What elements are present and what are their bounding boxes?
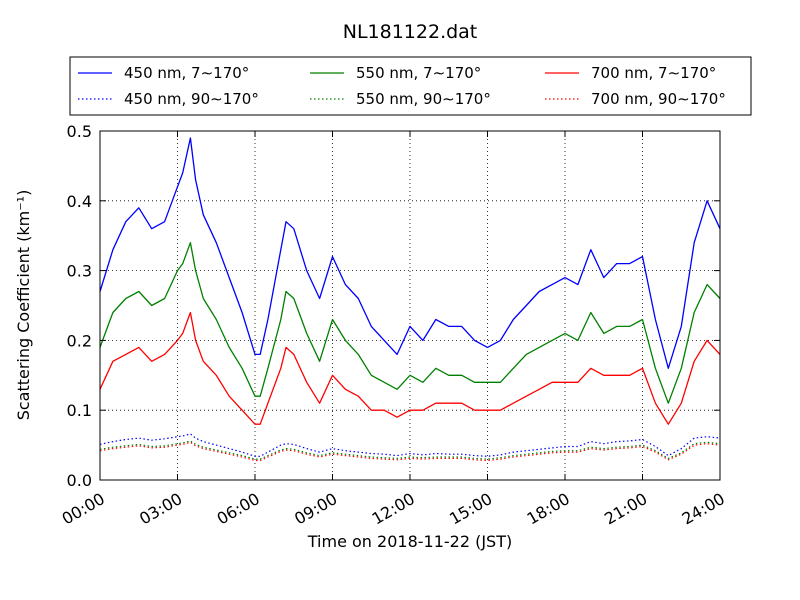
series-line-2 (99, 242, 721, 404)
series-line-4 (99, 311, 721, 425)
grid-lines (100, 131, 720, 480)
x-tick-label: 12:00 (369, 489, 418, 529)
legend-frame (69, 56, 752, 116)
x-tick-label: 15:00 (446, 489, 495, 529)
x-tick-label: 09:00 (291, 489, 340, 529)
series-line-1 (99, 433, 721, 457)
series-line-3 (99, 440, 721, 460)
y-tick-label: 0.0 (67, 471, 92, 490)
plot-background (100, 131, 720, 480)
legend-label-2: 550 nm, 7∼170° (356, 64, 481, 82)
x-tick-label: 18:00 (524, 489, 573, 529)
y-tick-label: 0.1 (67, 401, 92, 420)
y-axis-label: Scattering Coefficient (km⁻¹) (14, 190, 33, 421)
y-tick-label: 0.2 (67, 331, 92, 350)
chart-title: NL181122.dat (343, 21, 478, 43)
y-tick-label: 0.5 (67, 122, 92, 141)
series-line-0 (99, 137, 721, 369)
legend-label-0: 450 nm, 7∼170° (124, 64, 249, 82)
series-lines (99, 137, 721, 462)
x-tick-label: 24:00 (679, 489, 728, 529)
x-axis-label: Time on 2018-11-22 (JST) (307, 532, 512, 551)
y-tick-label: 0.4 (67, 192, 92, 211)
series-line-5 (99, 441, 721, 462)
x-tick-label: 00:00 (59, 489, 108, 529)
legend-label-1: 450 nm, 90∼170° (124, 90, 259, 108)
y-tick-label: 0.3 (67, 262, 92, 281)
axis-ticks (99, 130, 721, 481)
x-tick-label: 21:00 (601, 489, 650, 529)
legend-label-3: 550 nm, 90∼170° (356, 90, 491, 108)
legend-label-4: 700 nm, 7∼170° (591, 64, 716, 82)
y-tick-labels: 0.0 0.1 0.2 0.3 0.4 0.5 (67, 122, 92, 490)
x-tick-labels: 00:00 03:00 06:00 09:00 12:00 15:00 18:00 21:00… (59, 489, 728, 529)
plot-area (99, 130, 721, 481)
x-tick-label: 06:00 (214, 489, 263, 529)
legend-label-5: 700 nm, 90∼170° (591, 90, 726, 108)
x-tick-label: 03:00 (136, 489, 185, 529)
legend: 450 nm, 7∼170° 450 nm, 90∼170° 550 nm, 7∼1… (69, 56, 752, 116)
